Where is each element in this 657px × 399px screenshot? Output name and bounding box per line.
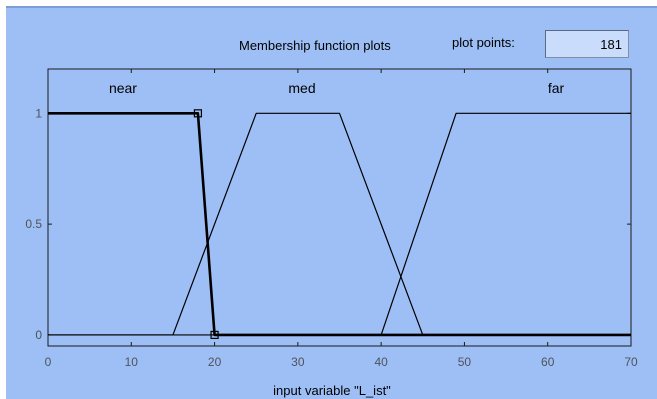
y-tick-label: 0.5 bbox=[25, 217, 42, 231]
y-tick-label: 0 bbox=[35, 328, 42, 342]
mf-label-med: med bbox=[288, 80, 315, 96]
plot-points-input[interactable] bbox=[545, 30, 629, 58]
plot-points-label: plot points: bbox=[452, 35, 515, 50]
mf-label-near: near bbox=[109, 80, 137, 96]
mf-curve-far[interactable] bbox=[48, 112, 631, 336]
mf-label-far: far bbox=[548, 80, 565, 96]
x-tick-label: 40 bbox=[374, 355, 388, 369]
y-tick-label: 1 bbox=[35, 106, 42, 120]
membership-labels: near med far bbox=[109, 80, 565, 96]
x-tick-label: 10 bbox=[125, 355, 139, 369]
axis-ticks: 0 10 20 30 40 50 60 70 0 0.5 1 bbox=[25, 69, 638, 369]
x-tick-label: 30 bbox=[291, 355, 305, 369]
x-tick-label: 0 bbox=[45, 355, 52, 369]
x-tick-label: 70 bbox=[624, 355, 638, 369]
plot-area[interactable] bbox=[47, 68, 632, 347]
x-axis-label: input variable "L_ist" bbox=[273, 383, 391, 398]
x-tick-label: 20 bbox=[208, 355, 222, 369]
x-tick-label: 60 bbox=[541, 355, 555, 369]
plot-title: Membership function plots bbox=[239, 38, 391, 53]
membership-curves[interactable] bbox=[48, 109, 631, 340]
x-tick-label: 50 bbox=[458, 355, 472, 369]
mf-handle[interactable] bbox=[193, 109, 203, 118]
